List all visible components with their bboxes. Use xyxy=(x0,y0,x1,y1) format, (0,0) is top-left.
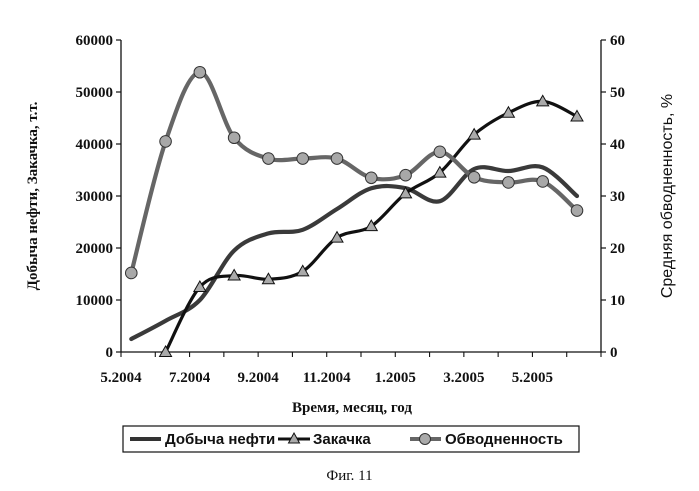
x-tick-label: 11.2004 xyxy=(303,370,351,386)
watercut-point xyxy=(537,176,549,188)
x-tick-label: 1.2005 xyxy=(375,370,416,386)
x-tick-label: 3.2005 xyxy=(443,370,484,386)
watercut-point xyxy=(297,153,309,165)
x-axis-title: Время, месяц, год xyxy=(292,400,412,416)
y-right-tick-label: 10 xyxy=(610,293,625,309)
y-left-tick-label: 40000 xyxy=(76,137,114,153)
y-left-tick-label: 10000 xyxy=(76,293,114,309)
legend-label-oil: Добыча нефти xyxy=(165,431,275,448)
x-tick-label: 9.2004 xyxy=(238,370,280,386)
x-tick-label: 5.2004 xyxy=(100,370,142,386)
y-axis-left-title: Добыча нефти, Закачка, т.т. xyxy=(25,101,41,290)
figure-caption: Фиг. 11 xyxy=(0,468,699,485)
watercut-point xyxy=(125,267,137,279)
y-right-tick-label: 40 xyxy=(610,137,625,153)
watercut-point xyxy=(503,177,515,189)
legend: Добыча нефти Закачка Обводненность xyxy=(123,426,579,452)
y-right-tick-label: 50 xyxy=(610,85,625,101)
watercut-point xyxy=(468,171,480,183)
y-axis-right-title: Средняя обводненность, % xyxy=(659,94,676,298)
y-left-tick-label: 20000 xyxy=(76,241,114,257)
x-tick-label: 7.2004 xyxy=(169,370,211,386)
watercut-point xyxy=(194,66,206,78)
y-right-tick-label: 20 xyxy=(610,241,625,257)
series-oil-production-line xyxy=(131,166,577,339)
watercut-point xyxy=(434,146,446,158)
injection-point xyxy=(160,346,172,357)
tick-labels: 0 10000 20000 30000 40000 50000 60000 0 10 20 30 40… xyxy=(76,33,626,386)
y-left-tick-label: 30000 xyxy=(76,189,114,205)
legend-label-injection: Закачка xyxy=(313,431,371,448)
watercut-point xyxy=(228,132,240,144)
watercut-point xyxy=(365,172,377,184)
watercut-point xyxy=(160,136,172,148)
y-left-tick-label: 60000 xyxy=(76,33,114,49)
y-right-tick-label: 0 xyxy=(610,345,618,361)
legend-marker-circle xyxy=(420,434,431,445)
watercut-point xyxy=(571,205,583,217)
x-tick-label: 5.2005 xyxy=(512,370,553,386)
watercut-point xyxy=(400,169,412,181)
y-right-tick-label: 60 xyxy=(610,33,625,49)
y-left-tick-label: 50000 xyxy=(76,85,114,101)
watercut-point xyxy=(331,153,343,165)
legend-label-watercut: Обводненность xyxy=(445,431,563,448)
watercut-point xyxy=(263,153,275,165)
y-right-tick-label: 30 xyxy=(610,189,625,205)
y-left-tick-label: 0 xyxy=(106,345,114,361)
